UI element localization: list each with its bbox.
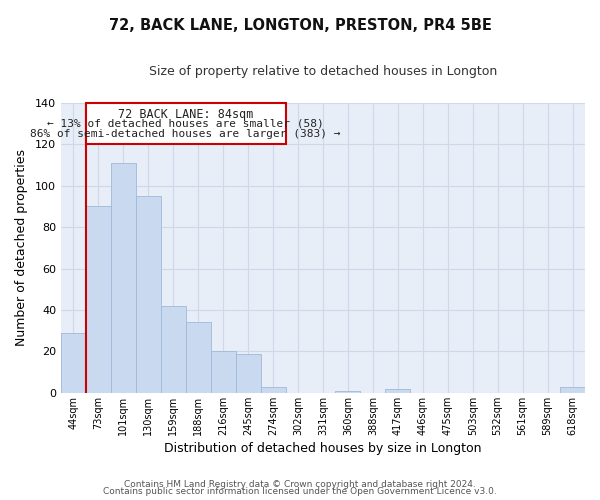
Bar bbox=[236, 354, 260, 393]
Bar bbox=[161, 306, 186, 393]
Bar bbox=[335, 391, 361, 393]
Bar bbox=[136, 196, 161, 393]
Bar bbox=[61, 333, 86, 393]
Bar bbox=[260, 386, 286, 393]
Text: 72, BACK LANE, LONGTON, PRESTON, PR4 5BE: 72, BACK LANE, LONGTON, PRESTON, PR4 5BE bbox=[109, 18, 491, 32]
Bar bbox=[111, 163, 136, 393]
Y-axis label: Number of detached properties: Number of detached properties bbox=[15, 150, 28, 346]
Text: Contains public sector information licensed under the Open Government Licence v3: Contains public sector information licen… bbox=[103, 487, 497, 496]
Bar bbox=[86, 206, 111, 393]
FancyBboxPatch shape bbox=[86, 103, 286, 144]
Text: 72 BACK LANE: 84sqm: 72 BACK LANE: 84sqm bbox=[118, 108, 253, 121]
Bar bbox=[186, 322, 211, 393]
Bar bbox=[385, 389, 410, 393]
X-axis label: Distribution of detached houses by size in Longton: Distribution of detached houses by size … bbox=[164, 442, 482, 455]
Text: 86% of semi-detached houses are larger (383) →: 86% of semi-detached houses are larger (… bbox=[31, 128, 341, 138]
Text: ← 13% of detached houses are smaller (58): ← 13% of detached houses are smaller (58… bbox=[47, 118, 324, 128]
Text: Contains HM Land Registry data © Crown copyright and database right 2024.: Contains HM Land Registry data © Crown c… bbox=[124, 480, 476, 489]
Bar bbox=[211, 352, 236, 393]
Title: Size of property relative to detached houses in Longton: Size of property relative to detached ho… bbox=[149, 65, 497, 78]
Bar bbox=[560, 386, 585, 393]
